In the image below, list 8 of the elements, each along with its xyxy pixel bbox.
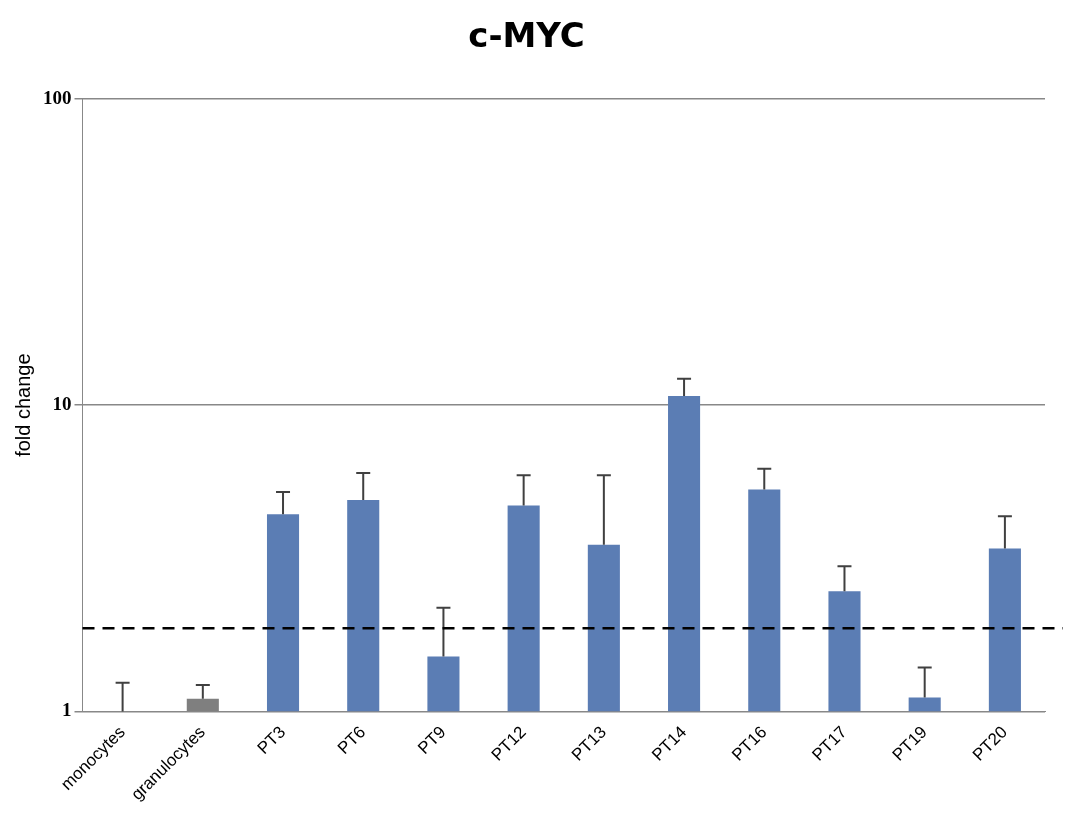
y-tick-label: 1 [62,699,72,721]
y-tick-label: 10 [52,393,72,415]
y-axis-title: fold change [11,353,34,457]
x-tick-label: PT3 [253,722,290,758]
x-tick-label: PT9 [414,722,450,758]
x-tick-label: PT6 [333,722,370,758]
y-tick-label: 100 [43,86,72,108]
chart-title: c-MYC [468,15,585,56]
